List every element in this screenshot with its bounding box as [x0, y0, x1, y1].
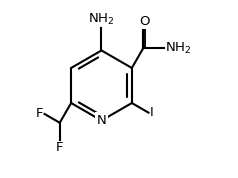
- Text: O: O: [139, 15, 150, 28]
- Text: NH$_2$: NH$_2$: [165, 41, 192, 56]
- Text: N: N: [97, 114, 106, 127]
- Text: F: F: [56, 141, 64, 154]
- Text: NH$_2$: NH$_2$: [88, 12, 115, 27]
- Text: F: F: [36, 107, 44, 120]
- Text: I: I: [150, 106, 154, 119]
